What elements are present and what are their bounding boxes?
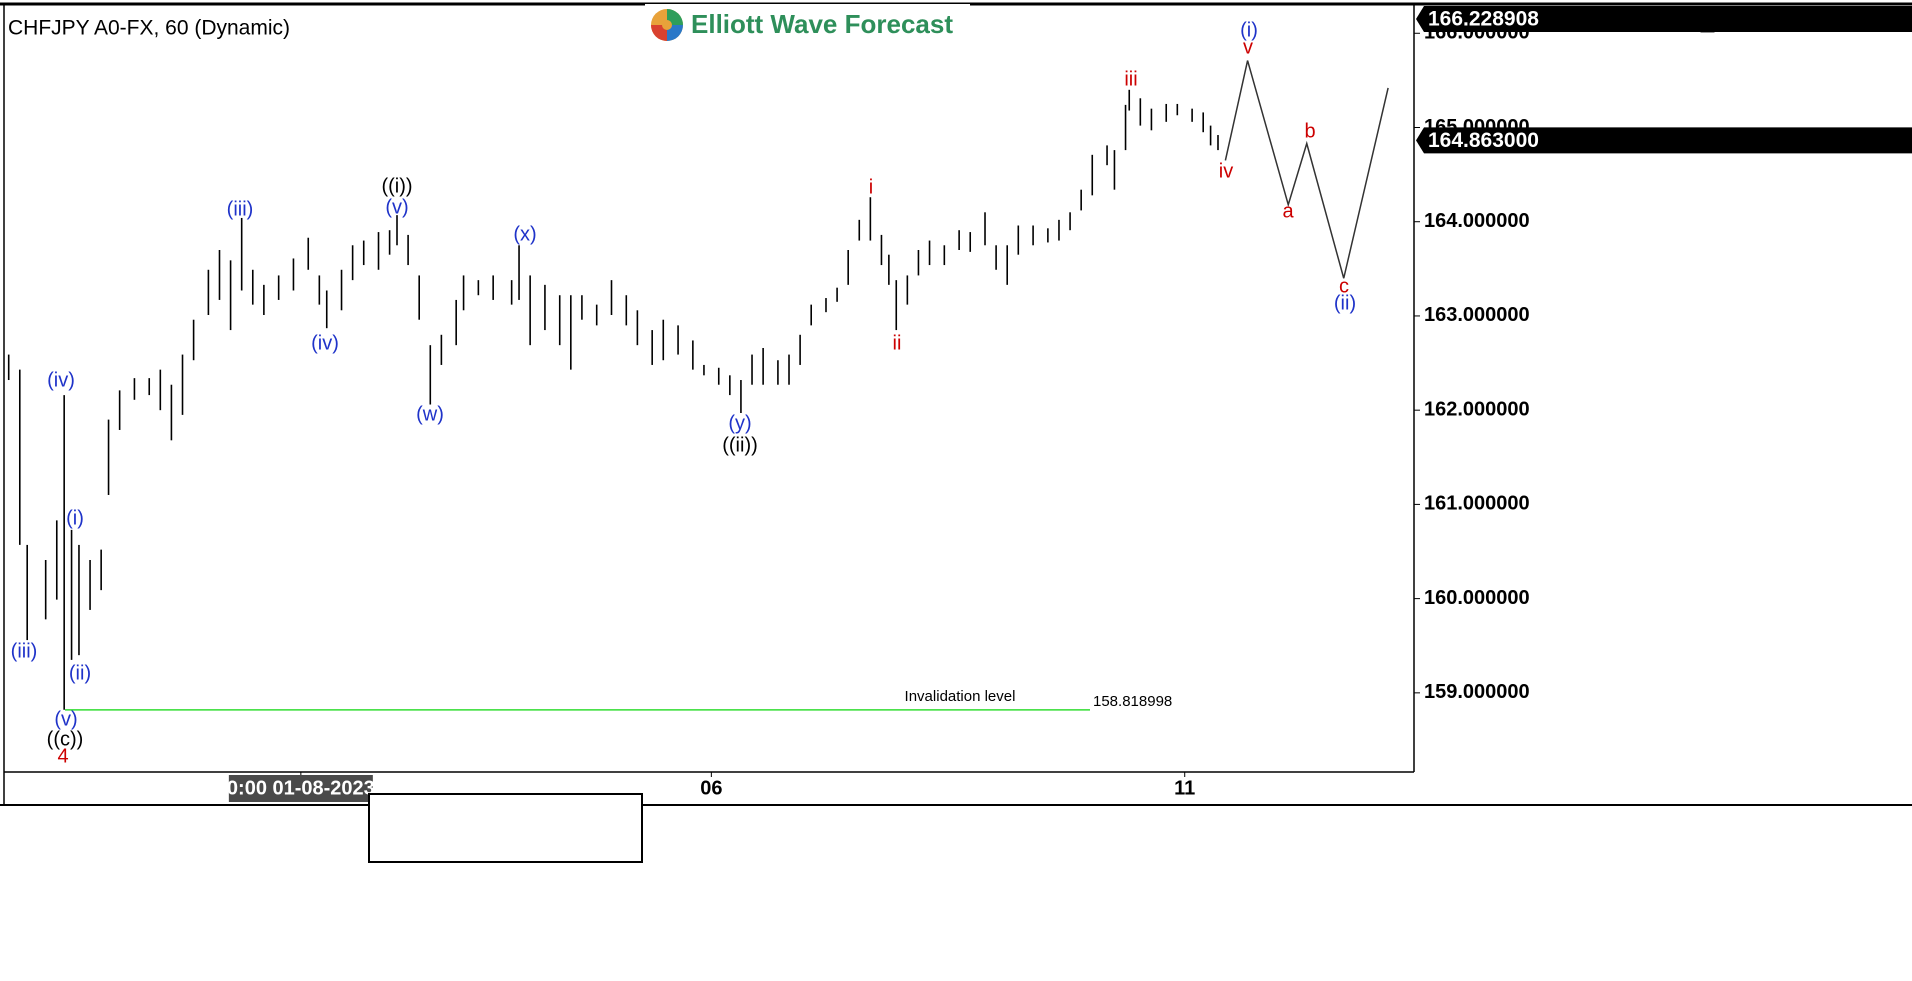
wave-label: (i): [66, 507, 84, 529]
wave-label: i: [869, 176, 873, 198]
chart-title: CHFJPY A0-FX, 60 (Dynamic): [8, 17, 290, 40]
wave-label: iii: [1124, 68, 1137, 90]
price-tag: [1416, 127, 1912, 154]
x-tick-label: 11: [1174, 777, 1195, 799]
wave-label: ((i)): [381, 175, 412, 197]
wave-label: (x): [513, 223, 536, 245]
wave-label: c: [1339, 275, 1349, 297]
price-tag-label: 166.228908: [1428, 8, 1539, 31]
wave-label: b: [1304, 120, 1315, 142]
wave-label: ((c)): [47, 728, 84, 750]
wave-label: (w): [416, 403, 444, 425]
wave-label: ((ii)): [722, 434, 758, 456]
invalidation-value: 158.818998: [1093, 693, 1172, 710]
wave-label: (v): [54, 708, 77, 730]
wave-label: (iii): [227, 198, 254, 220]
wave-label: (iii): [11, 640, 38, 662]
wave-label: a: [1282, 200, 1294, 222]
wave-label: v: [1243, 36, 1253, 58]
invalidation-label: Invalidation level: [905, 688, 1016, 705]
brand-name: Elliott Wave Forecast: [691, 9, 953, 39]
wave-label: iv: [1219, 160, 1233, 182]
x-tick-label: 06: [700, 777, 722, 799]
y-tick-label: 164.000000: [1424, 210, 1530, 232]
wave-projection: [1224, 60, 1389, 279]
wave-label: 4: [57, 745, 68, 767]
logo-icon-part: [651, 25, 667, 41]
wave-label: (ii): [69, 662, 91, 684]
wave-label: (i): [1240, 19, 1258, 41]
wave-label: ii: [893, 332, 902, 354]
wave-label: (y): [728, 412, 751, 434]
y-tick-label: 159.000000: [1424, 681, 1530, 703]
logo-icon-part: [667, 9, 683, 25]
wave-label: (iv): [47, 369, 75, 391]
wave-label: (iv): [311, 332, 339, 354]
y-tick-label: 161.000000: [1424, 493, 1530, 515]
wave-label: (v): [385, 196, 408, 218]
logo-backdrop: [645, 4, 970, 44]
brand-logo: Elliott Wave Forecast: [645, 4, 970, 44]
y-tick-label: 163.000000: [1424, 304, 1530, 326]
logo-icon-part: [667, 25, 683, 41]
y-tick-label: 160.000000: [1424, 587, 1530, 609]
x-tick-label: 0:00 01-08-2023: [227, 777, 375, 799]
y-tick-label: 162.000000: [1424, 398, 1530, 420]
wave-label: (ii): [1334, 292, 1356, 314]
note-frame: [368, 793, 643, 863]
price-tag-label: 164.863000: [1428, 129, 1539, 152]
x-tick-highlight: [228, 775, 373, 802]
price-tag: [1416, 6, 1912, 32]
